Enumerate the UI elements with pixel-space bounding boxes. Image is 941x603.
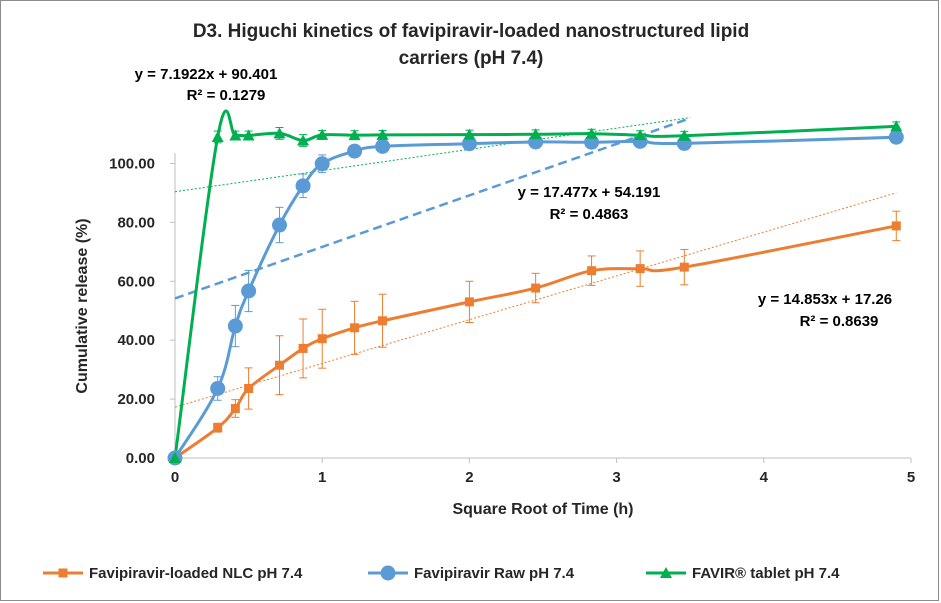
data-point-series-2: [210, 380, 226, 396]
data-point-series-3: [348, 129, 361, 141]
y-tick-label: 100.00: [109, 155, 155, 172]
data-point-series-3: [463, 128, 476, 140]
legend-swatch-marker: [660, 567, 672, 578]
trendline-equation-1-line-1: y = 14.853x + 17.26: [758, 291, 892, 308]
data-point-series-3: [273, 127, 286, 139]
trendline-equation-2-line-2: R² = 0.4863: [550, 206, 629, 223]
data-point-series-1: [230, 404, 240, 414]
data-point-series-1: [635, 264, 645, 274]
x-tick-label: 3: [612, 469, 620, 486]
data-point-series-2: [347, 143, 363, 159]
data-point-series-2: [227, 318, 243, 334]
chart-title: D3. Higuchi kinetics of favipiravir-load…: [193, 21, 749, 69]
y-tick-label: 60.00: [117, 273, 155, 290]
data-point-series-2: [888, 129, 904, 145]
legend-entry-1: Favipiravir-loaded NLC pH 7.4: [89, 565, 303, 582]
chart-title-line-1: D3. Higuchi kinetics of favipiravir-load…: [193, 21, 749, 42]
x-tick-label: 1: [318, 469, 326, 486]
data-point-series-3: [529, 128, 542, 140]
data-point-series-1: [350, 323, 360, 333]
data-point-series-3: [316, 128, 329, 140]
series-line-1: [174, 224, 897, 460]
trendline-equation-2-line-1: y = 17.477x + 54.191: [518, 184, 661, 201]
data-point-series-1: [378, 316, 388, 326]
data-point-series-3: [297, 134, 310, 146]
data-point-series-1: [298, 343, 308, 353]
data-point-series-1: [679, 262, 689, 272]
trendline: [174, 117, 691, 193]
data-point-series-2: [241, 283, 257, 299]
data-point-series-1: [464, 297, 474, 307]
data-point-series-1: [531, 283, 541, 293]
legend-swatch-marker: [58, 568, 68, 578]
trendline-equation-3-line-2: R² = 0.1279: [187, 87, 266, 104]
data-point-series-2: [461, 136, 477, 152]
data-point-series-3: [242, 129, 255, 141]
x-tick-label: 2: [465, 469, 473, 486]
x-axis-title: Square Root of Time (h): [452, 501, 633, 518]
y-tick-label: 20.00: [117, 391, 155, 408]
legend-entry-2: Favipiravir Raw pH 7.4: [414, 565, 575, 582]
data-point-series-3: [890, 120, 903, 132]
data-point-series-3: [634, 129, 647, 141]
data-point-series-1: [317, 334, 327, 344]
trendline-equations: y = 14.853x + 17.26 R² = 0.8639 y = 17.477…: [135, 66, 892, 330]
data-point-series-1: [891, 221, 901, 231]
series-markers: [167, 120, 904, 466]
x-tick-label: 0: [171, 469, 179, 486]
data-point-series-2: [314, 156, 330, 172]
y-tick-label: 40.00: [117, 332, 155, 349]
data-point-series-3: [585, 127, 598, 139]
y-axis-title: Cumulative release (%): [74, 218, 91, 393]
data-point-series-2: [295, 178, 311, 194]
x-tick-label: 5: [907, 469, 915, 486]
data-point-series-1: [244, 383, 254, 393]
legend-swatch-marker: [380, 565, 396, 581]
trendline-equation-3-line-1: y = 7.1922x + 90.401: [135, 66, 278, 83]
data-point-series-3: [169, 452, 181, 463]
data-point-series-1: [275, 360, 285, 370]
trendline-equation-1-line-2: R² = 0.8639: [800, 313, 879, 330]
axes: 0 1 2 3 4 5 0.00 20.00 40.00 60.00 80.00 100.00: [109, 153, 915, 486]
data-point-series-3: [678, 129, 691, 141]
data-point-series-3: [229, 129, 242, 141]
chart-title-line-2: carriers (pH 7.4): [399, 48, 544, 69]
data-point-series-1: [587, 266, 597, 276]
trendline: [174, 117, 691, 300]
y-tick-label: 0.00: [126, 450, 155, 467]
data-point-series-2: [375, 138, 391, 154]
data-point-series-1: [213, 423, 223, 433]
data-point-series-3: [211, 130, 224, 142]
legend-entry-3: FAVIR® tablet pH 7.4: [692, 565, 840, 582]
y-tick-label: 80.00: [117, 214, 155, 231]
data-point-series-3: [376, 128, 389, 140]
legend: Favipiravir-loaded NLC pH 7.4 Favipiravir…: [43, 565, 840, 582]
data-point-series-2: [272, 217, 288, 233]
x-tick-label: 4: [760, 469, 769, 486]
